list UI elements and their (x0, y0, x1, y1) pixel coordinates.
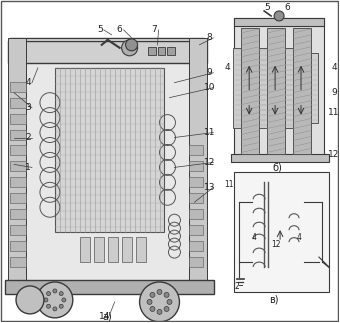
Bar (10, 82, 26, 92)
Bar (311, 53, 318, 122)
Bar (55, 68, 165, 232)
Bar (285, 53, 292, 122)
Bar (267, 28, 285, 154)
Circle shape (16, 286, 44, 314)
Bar (8, 38, 26, 287)
Bar (10, 162, 26, 172)
Bar (259, 53, 266, 122)
Text: 4: 4 (331, 63, 337, 72)
Text: 6: 6 (284, 4, 290, 13)
Circle shape (274, 11, 284, 21)
Text: 11: 11 (328, 108, 340, 117)
Circle shape (44, 298, 48, 302)
Bar (10, 145, 26, 155)
Bar (10, 38, 204, 287)
Bar (189, 145, 203, 155)
Bar (10, 209, 26, 219)
Bar (293, 28, 311, 154)
Text: 9: 9 (331, 88, 337, 97)
Text: 5: 5 (97, 26, 103, 34)
Circle shape (157, 289, 162, 295)
Circle shape (150, 307, 155, 311)
Bar (189, 209, 203, 219)
Text: 3: 3 (25, 103, 31, 112)
Bar (5, 280, 214, 294)
Bar (10, 241, 26, 251)
Circle shape (53, 307, 57, 311)
Circle shape (53, 289, 57, 293)
Text: 11: 11 (224, 180, 234, 189)
Circle shape (122, 40, 138, 56)
Bar (285, 48, 293, 128)
Bar (108, 237, 118, 262)
Text: 11: 11 (204, 128, 215, 137)
Bar (189, 193, 203, 203)
Bar (233, 48, 241, 128)
Bar (189, 257, 203, 267)
Text: 4: 4 (224, 63, 230, 72)
Circle shape (157, 309, 162, 314)
Bar (10, 257, 26, 267)
Bar (148, 47, 155, 55)
Circle shape (150, 292, 155, 297)
Text: 6: 6 (117, 26, 122, 34)
Text: 13: 13 (204, 183, 215, 192)
Bar (234, 18, 324, 157)
Circle shape (59, 292, 63, 296)
Bar (231, 154, 329, 162)
Text: 2: 2 (25, 133, 31, 142)
Bar (10, 225, 26, 235)
Circle shape (47, 292, 51, 296)
Bar (189, 225, 203, 235)
Bar (136, 237, 146, 262)
Bar (168, 47, 175, 55)
Circle shape (126, 39, 138, 51)
Bar (10, 130, 26, 140)
Text: 8: 8 (206, 33, 212, 42)
Bar (10, 193, 26, 203)
Text: 4: 4 (296, 233, 302, 242)
Bar (80, 237, 90, 262)
Bar (189, 38, 207, 287)
Circle shape (167, 299, 172, 304)
Bar (10, 177, 26, 187)
Bar (189, 162, 203, 172)
Circle shape (62, 298, 66, 302)
Circle shape (59, 304, 63, 308)
Bar (94, 237, 104, 262)
Circle shape (147, 299, 152, 304)
Text: 5: 5 (264, 4, 270, 13)
Circle shape (47, 304, 51, 308)
Text: 1: 1 (25, 163, 31, 172)
Text: 4: 4 (252, 233, 257, 242)
Circle shape (164, 307, 169, 311)
Bar (234, 172, 329, 292)
Bar (122, 237, 132, 262)
Bar (10, 98, 26, 108)
Text: 4: 4 (25, 78, 31, 87)
Text: б): б) (272, 162, 282, 172)
Bar (189, 241, 203, 251)
Text: 2: 2 (235, 283, 240, 291)
Bar (259, 48, 267, 128)
Circle shape (164, 292, 169, 297)
Text: 9: 9 (206, 68, 212, 77)
Text: 14: 14 (99, 312, 110, 321)
Bar (10, 114, 26, 124)
Bar (234, 18, 324, 26)
Text: 10: 10 (204, 83, 215, 92)
Text: 12: 12 (328, 150, 340, 159)
Text: 7: 7 (152, 26, 157, 34)
Circle shape (37, 282, 73, 318)
Text: 12: 12 (204, 158, 215, 167)
Text: в): в) (269, 295, 279, 305)
Text: 12: 12 (271, 240, 281, 249)
Bar (189, 177, 203, 187)
Bar (157, 47, 166, 55)
Circle shape (140, 282, 180, 322)
Bar (8, 41, 207, 63)
Bar (241, 28, 259, 154)
Text: а): а) (103, 312, 113, 322)
